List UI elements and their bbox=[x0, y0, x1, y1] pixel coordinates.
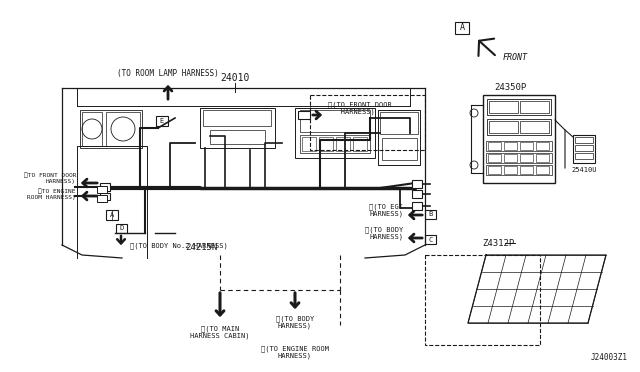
Bar bbox=[504, 166, 517, 174]
Bar bbox=[573, 135, 595, 163]
Bar bbox=[489, 101, 518, 113]
Text: 24215N: 24215N bbox=[185, 244, 217, 253]
Bar bbox=[487, 119, 551, 135]
Text: B: B bbox=[428, 212, 433, 218]
Bar bbox=[486, 165, 552, 175]
Bar bbox=[310, 95, 425, 150]
Bar bbox=[97, 186, 107, 193]
Text: ⓚTO FRONT DOOR
HARNESS): ⓚTO FRONT DOOR HARNESS) bbox=[24, 172, 76, 184]
Bar bbox=[300, 135, 370, 153]
Bar bbox=[200, 108, 275, 148]
Bar bbox=[116, 224, 127, 233]
Text: E: E bbox=[160, 118, 164, 124]
Text: A: A bbox=[460, 23, 465, 32]
Bar bbox=[353, 137, 367, 151]
Bar bbox=[412, 180, 422, 188]
Bar bbox=[425, 210, 436, 219]
Bar bbox=[575, 153, 593, 159]
Bar bbox=[210, 130, 265, 144]
Bar bbox=[382, 138, 417, 160]
Text: ⓔ(TO ENGINE ROOM
HARNESS): ⓔ(TO ENGINE ROOM HARNESS) bbox=[261, 345, 329, 359]
Bar bbox=[412, 190, 422, 198]
Bar bbox=[483, 95, 555, 183]
Bar bbox=[80, 110, 142, 148]
Bar bbox=[520, 166, 533, 174]
Text: ⓘ(TO FRONT DOOR
   HARNESS): ⓘ(TO FRONT DOOR HARNESS) bbox=[328, 101, 392, 115]
Bar bbox=[486, 141, 552, 151]
Bar bbox=[82, 112, 102, 146]
Bar bbox=[412, 202, 422, 210]
Bar bbox=[378, 110, 420, 165]
Bar bbox=[106, 112, 140, 146]
Bar bbox=[488, 154, 501, 162]
Bar bbox=[489, 121, 518, 133]
Bar bbox=[300, 110, 370, 132]
Bar bbox=[504, 154, 517, 162]
Bar bbox=[106, 210, 118, 220]
Text: ⑨(TO EGI
HARNESS): ⑨(TO EGI HARNESS) bbox=[369, 203, 403, 217]
Bar bbox=[295, 108, 375, 158]
Bar bbox=[302, 137, 316, 151]
Bar bbox=[100, 183, 110, 191]
Bar bbox=[487, 99, 551, 115]
Bar bbox=[504, 142, 517, 150]
Bar bbox=[575, 145, 593, 151]
Text: ⓒTO ENGINE
ROOM HARNESS): ⓒTO ENGINE ROOM HARNESS) bbox=[28, 188, 76, 200]
Bar bbox=[575, 137, 593, 143]
Bar bbox=[520, 142, 533, 150]
Text: A: A bbox=[110, 212, 114, 218]
Bar bbox=[488, 166, 501, 174]
Text: D: D bbox=[120, 225, 124, 231]
Bar bbox=[380, 112, 418, 134]
Bar bbox=[520, 101, 549, 113]
Bar bbox=[536, 142, 549, 150]
Text: ⓘ(TO BODY
HARNESS): ⓘ(TO BODY HARNESS) bbox=[365, 226, 403, 240]
Text: ⓗ(TO BODY No.2 HARNESS): ⓗ(TO BODY No.2 HARNESS) bbox=[130, 243, 228, 249]
Text: ⓝ(TO MAIN
HARNESS CABIN): ⓝ(TO MAIN HARNESS CABIN) bbox=[190, 325, 250, 339]
Text: Z4312P: Z4312P bbox=[482, 238, 515, 247]
Bar bbox=[100, 193, 110, 200]
Bar bbox=[520, 121, 549, 133]
Bar bbox=[203, 110, 271, 126]
Text: (TO ROOM LAMP HARNESS): (TO ROOM LAMP HARNESS) bbox=[117, 69, 219, 78]
Bar bbox=[156, 116, 168, 126]
Text: 24010: 24010 bbox=[220, 73, 250, 83]
Bar bbox=[425, 255, 540, 345]
Text: 25410U: 25410U bbox=[572, 167, 596, 173]
Bar bbox=[536, 166, 549, 174]
Text: ⓙ(TO BODY
HARNESS): ⓙ(TO BODY HARNESS) bbox=[276, 315, 314, 329]
Bar bbox=[520, 154, 533, 162]
Text: J24003Z1: J24003Z1 bbox=[591, 353, 628, 362]
Text: FRONT: FRONT bbox=[503, 54, 528, 62]
Bar bbox=[336, 137, 350, 151]
Bar bbox=[298, 111, 310, 119]
Bar bbox=[319, 137, 333, 151]
Text: 24350P: 24350P bbox=[494, 83, 526, 93]
Text: C: C bbox=[428, 237, 433, 243]
Bar bbox=[536, 154, 549, 162]
Bar bbox=[455, 22, 469, 34]
Bar bbox=[488, 142, 501, 150]
Polygon shape bbox=[468, 255, 606, 323]
Bar bbox=[97, 195, 107, 202]
Bar bbox=[425, 235, 436, 244]
Bar bbox=[486, 153, 552, 163]
